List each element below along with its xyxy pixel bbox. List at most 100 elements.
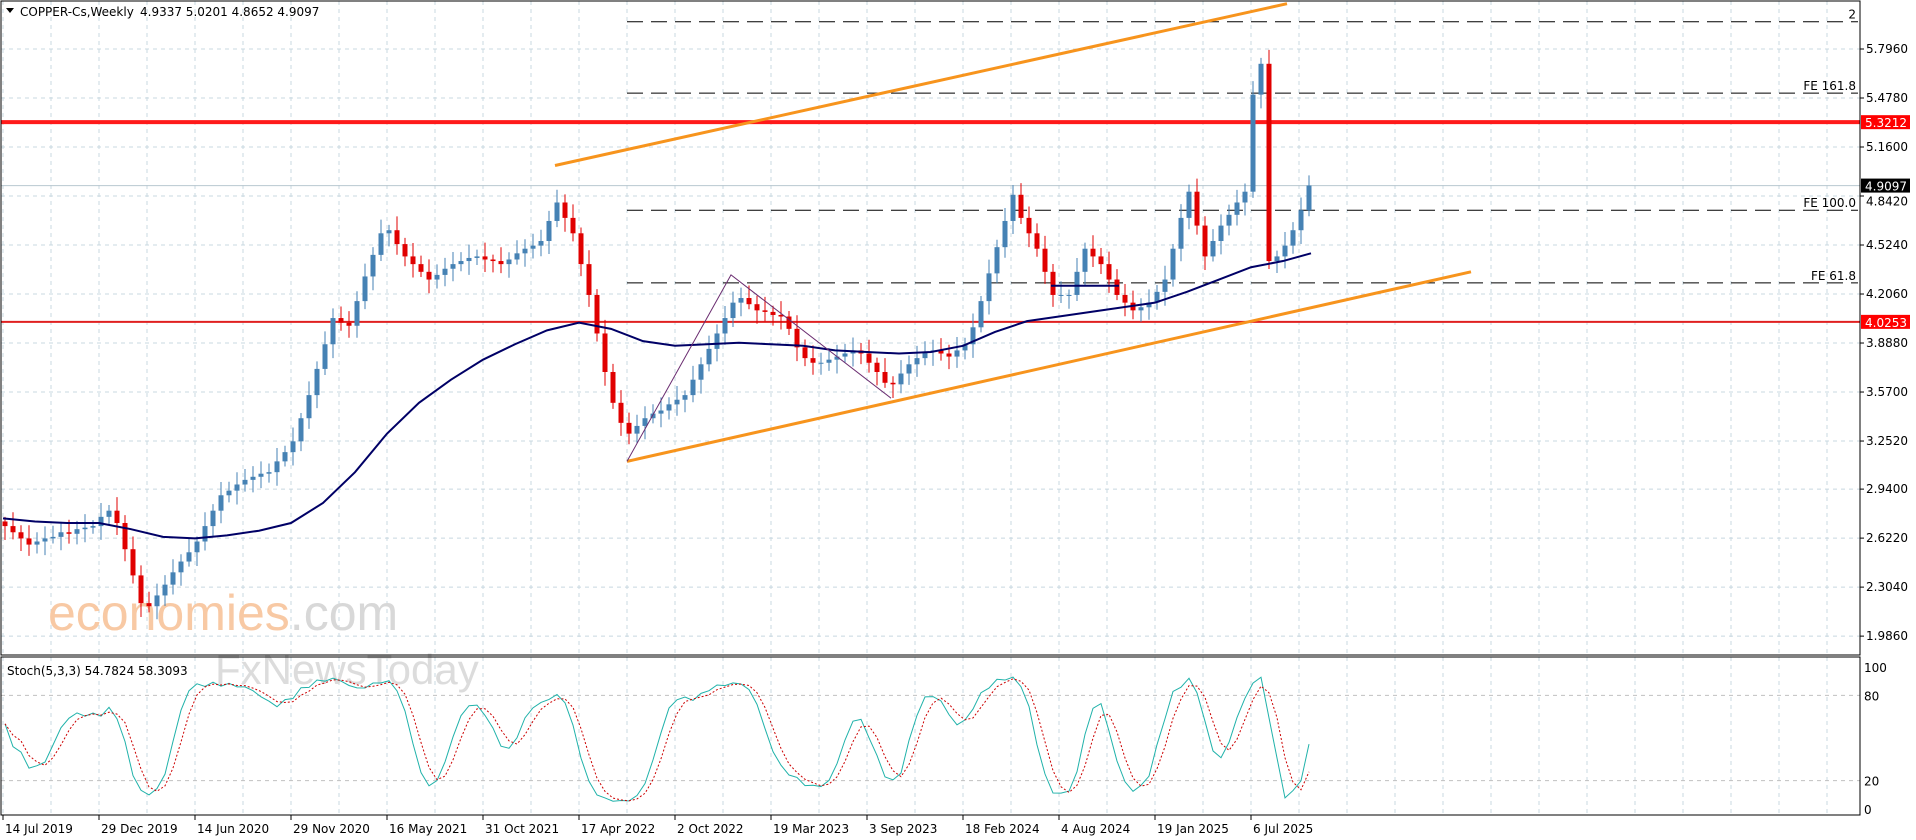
candle-body <box>938 350 944 354</box>
candle-body <box>1194 191 1200 226</box>
candle-body <box>50 536 56 539</box>
candle-body <box>346 322 352 326</box>
candle-body <box>546 220 552 242</box>
channel-lower-line <box>626 270 1472 463</box>
candle-body <box>530 245 536 249</box>
date-tick-label: 17 Apr 2022 <box>581 822 655 836</box>
candle-body <box>994 247 1000 274</box>
candle-body <box>378 233 384 255</box>
candle-body <box>786 316 792 329</box>
price-tick-label: 5.7960 <box>1866 42 1908 56</box>
fib-swing-line <box>626 274 892 462</box>
candle-body <box>418 264 424 272</box>
candle-body <box>1298 210 1304 231</box>
date-tick-label: 19 Jan 2025 <box>1157 822 1229 836</box>
candle-body <box>330 318 336 345</box>
candle-body <box>322 344 328 369</box>
candle-body <box>730 302 736 319</box>
candle-body <box>1250 94 1256 192</box>
candle-body <box>186 552 192 562</box>
candle-body <box>810 358 816 363</box>
fib-expansion-label: 2 <box>1848 8 1856 22</box>
candle-body <box>1274 256 1280 262</box>
candle-body <box>1106 264 1112 280</box>
stoch-tick-label: 0 <box>1864 803 1872 817</box>
candle-body <box>226 490 232 496</box>
candle-body <box>290 441 296 453</box>
candle-body <box>1234 202 1240 215</box>
candle-body <box>458 261 464 265</box>
candle-body <box>1018 194 1024 218</box>
candle-body <box>394 230 400 245</box>
axes: 5.7960 5.4780 5.1600 4.8420 4.5240 4.2060 3.88… <box>2 42 1910 836</box>
candle-body <box>970 327 976 345</box>
candle-body <box>498 261 504 265</box>
candle-body <box>1266 63 1272 262</box>
candle-body <box>602 333 608 372</box>
candle-body <box>1074 271 1080 295</box>
price-tick-label: 2.3040 <box>1866 580 1908 594</box>
candle-body <box>1042 248 1048 272</box>
candle-body <box>314 368 320 396</box>
candle-body <box>402 244 408 257</box>
stoch-tick-label: 100 <box>1864 661 1887 675</box>
candle-body <box>562 202 568 218</box>
candle-body <box>714 333 720 349</box>
candle-body <box>538 241 544 246</box>
candle-body <box>386 230 392 234</box>
candle-body <box>682 395 688 400</box>
candle-body <box>1170 248 1176 280</box>
candle-body <box>1034 233 1040 249</box>
candle-body <box>818 362 824 364</box>
candle-body <box>1058 294 1064 296</box>
candle-body <box>1154 291 1160 303</box>
candle-body <box>98 516 104 527</box>
candle-body <box>514 253 520 260</box>
candle-body <box>146 603 152 607</box>
candle-body <box>922 351 928 359</box>
current-price-badge <box>1861 178 1910 193</box>
date-tick-label: 16 May 2021 <box>389 822 467 836</box>
price-tick-label: 3.2520 <box>1866 434 1908 448</box>
candle-body <box>1258 63 1264 95</box>
date-tick-label: 29 Dec 2019 <box>101 822 178 836</box>
candle-body <box>898 373 904 385</box>
candle-body <box>466 257 472 262</box>
candle-body <box>986 273 992 302</box>
candle-body <box>706 348 712 365</box>
candle-body <box>362 276 368 302</box>
candle-body <box>666 404 672 411</box>
candle-body <box>1050 271 1056 295</box>
candle-body <box>978 301 984 328</box>
candle-body <box>794 328 800 348</box>
date-tick-label: 2 Oct 2022 <box>677 822 744 836</box>
date-tick-label: 29 Nov 2020 <box>293 822 370 836</box>
candle-body <box>1146 302 1152 308</box>
levels: 2 FE 161.8 FE 100.0 FE 61.8 <box>1 8 1860 323</box>
candle-body <box>1114 279 1120 295</box>
candle-body <box>202 526 208 542</box>
candle-body <box>442 268 448 275</box>
candle-body <box>298 418 304 442</box>
candle-body <box>1186 191 1192 218</box>
candle-body <box>962 344 968 351</box>
candle-body <box>770 311 776 315</box>
candle-body <box>1210 241 1216 257</box>
candle-body <box>754 304 760 311</box>
candle-body <box>258 473 264 477</box>
candle-body <box>74 529 80 534</box>
candle-body <box>522 248 528 254</box>
candle-body <box>114 510 120 524</box>
stoch-tick-label: 20 <box>1864 775 1879 789</box>
candle-body <box>674 399 680 405</box>
date-tick-label: 14 Jun 2020 <box>197 822 269 836</box>
candle-body <box>650 413 656 419</box>
price-tick-label: 5.4780 <box>1866 91 1908 105</box>
level-price-label: 5.3212 <box>1865 116 1907 130</box>
collapse-triangle-icon[interactable] <box>6 8 14 13</box>
candle-body <box>178 561 184 573</box>
candle-body <box>570 217 576 234</box>
candle-body <box>1162 279 1168 292</box>
candle-body <box>194 541 200 553</box>
